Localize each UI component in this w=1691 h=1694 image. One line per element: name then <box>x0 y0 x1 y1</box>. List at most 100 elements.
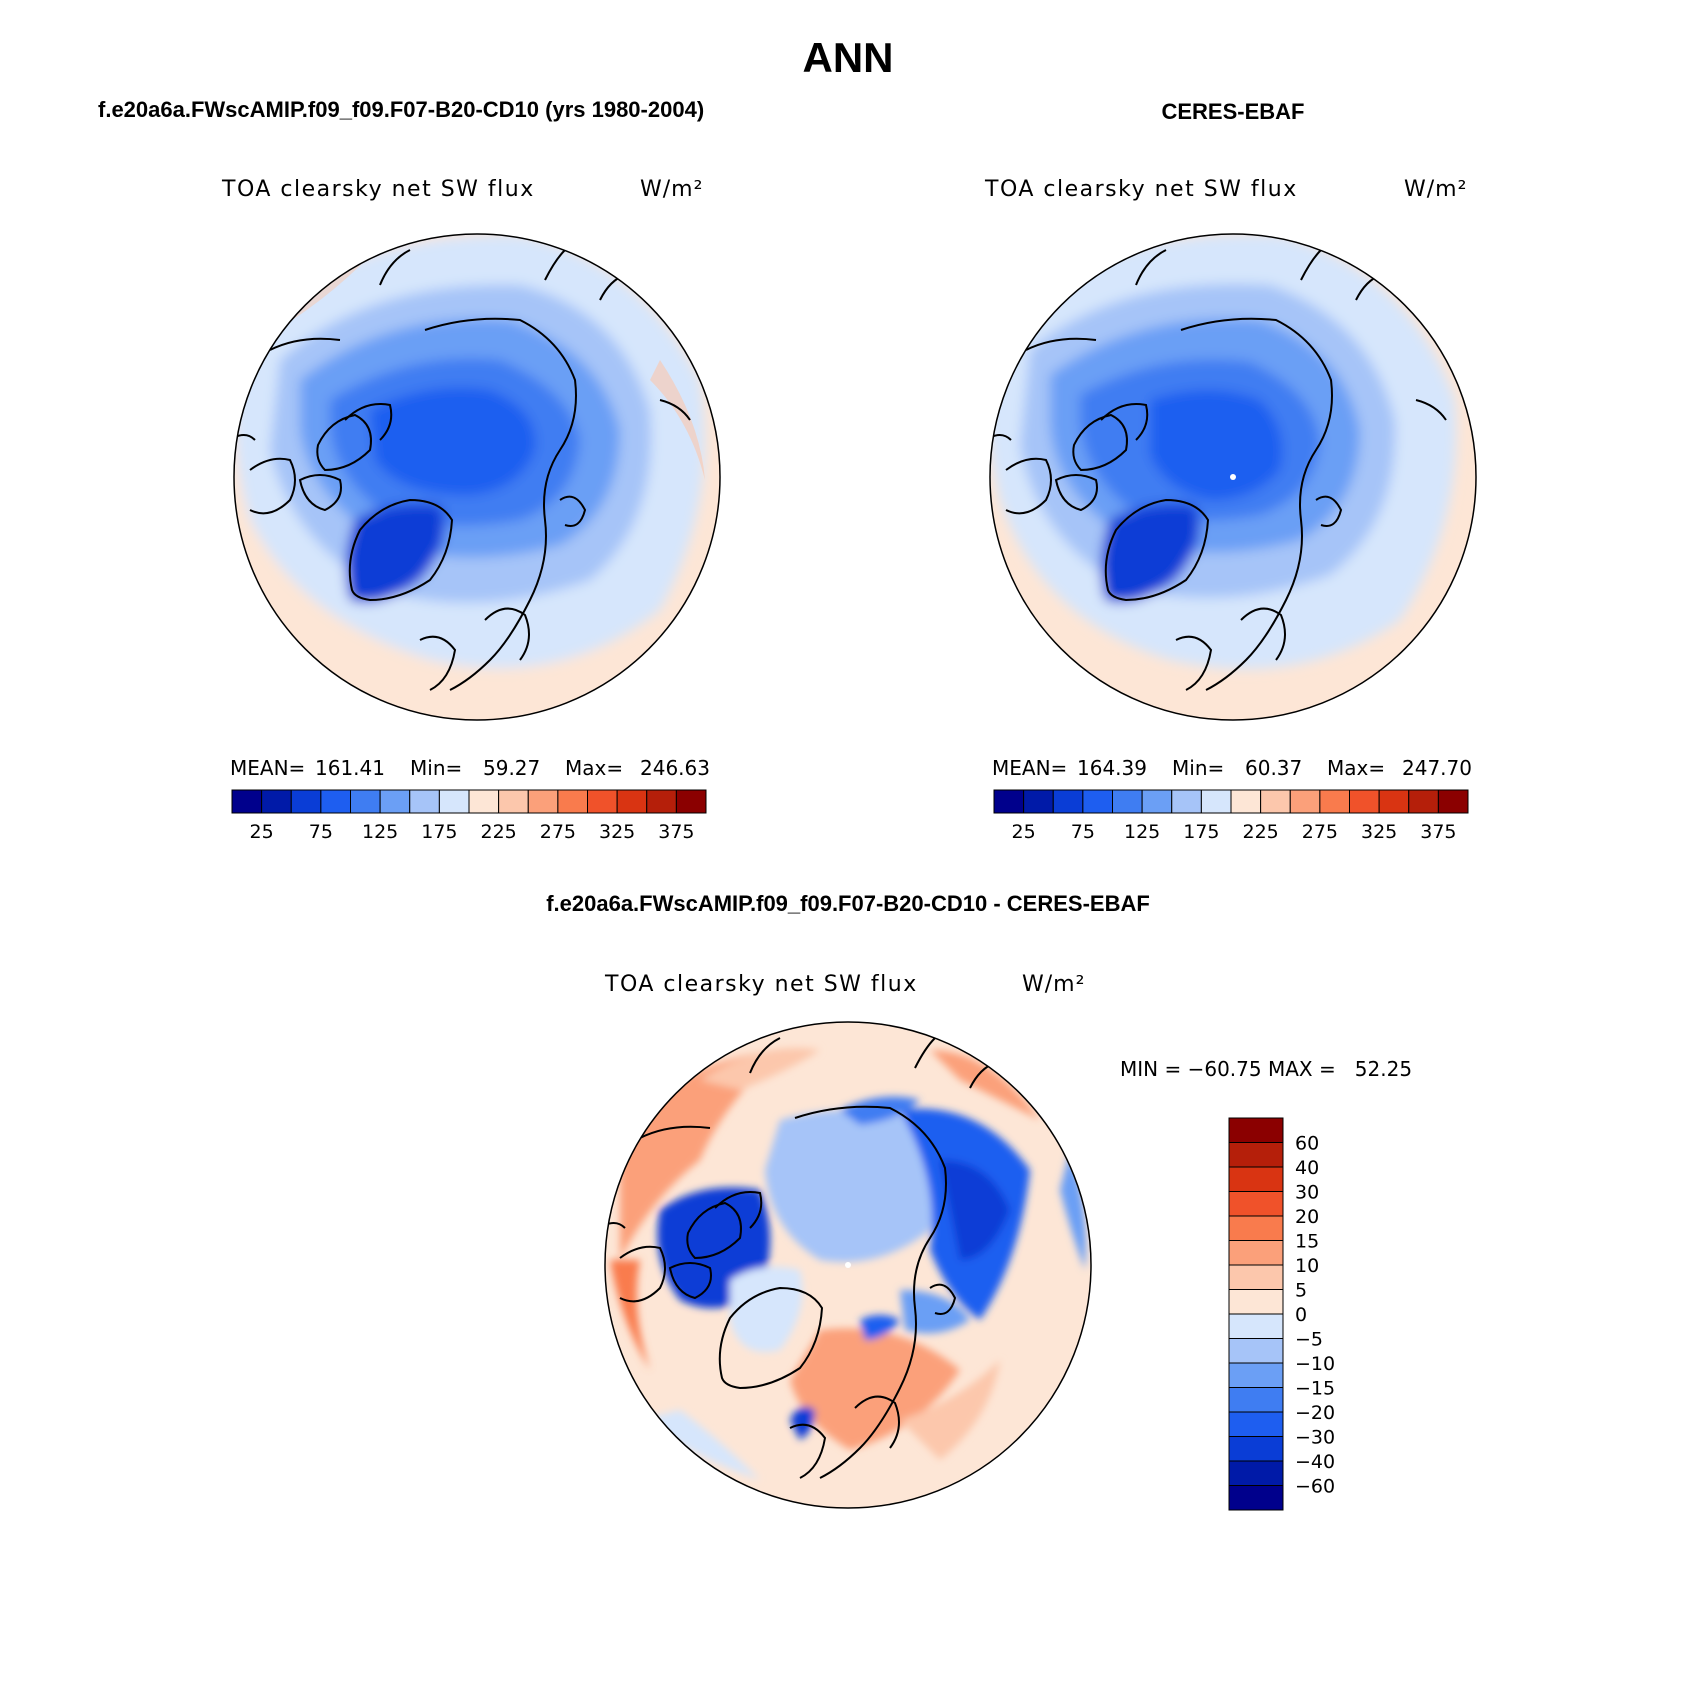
colorbar-swatch <box>1052 789 1084 814</box>
stat-max-value: 247.70 <box>1402 756 1472 780</box>
colorbar-swatch <box>616 789 648 814</box>
colorbar-tick-label: −20 <box>1295 1402 1335 1424</box>
colorbar-swatch <box>1228 1338 1284 1364</box>
coastlines-obs <box>990 249 1447 691</box>
colorbar-tick-label: 5 <box>1295 1280 1307 1302</box>
colorbar-swatch <box>1228 1289 1284 1315</box>
colorbar-tick-label: 75 <box>309 821 333 843</box>
colorbar-swatch <box>675 789 707 814</box>
colorbar-swatch <box>1228 1117 1284 1143</box>
colorbar-swatch <box>261 789 292 814</box>
colorbar-swatch <box>1408 789 1439 814</box>
colorbar-swatch <box>498 789 529 814</box>
colorbar-swatch <box>1112 789 1143 814</box>
panel-obs-variable: TOA clearsky net SW flux <box>984 177 1298 202</box>
colorbar-swatch <box>527 789 559 814</box>
colorbar-swatch <box>1171 789 1202 814</box>
colorbar-obs: 25 75 125 175 225 275 325 375 <box>993 789 1469 843</box>
colorbar-tick-label: 15 <box>1295 1231 1319 1253</box>
colorbar-tick-label: 75 <box>1071 821 1095 843</box>
stat-mean-value: 164.39 <box>1077 756 1147 780</box>
colorbar-tick-label: 325 <box>1361 821 1397 843</box>
polar-map-diff <box>605 1022 1091 1508</box>
colorbar-swatch <box>1228 1387 1284 1413</box>
colorbar-swatch <box>1228 1362 1284 1388</box>
colorbar-swatch <box>409 789 440 814</box>
stat-max-value: 246.63 <box>640 756 710 780</box>
colorbar-tick-label: −40 <box>1295 1451 1335 1473</box>
colorbar-tick-label: −60 <box>1295 1476 1335 1498</box>
colorbar-swatch <box>557 789 588 814</box>
colorbar-tick-label: 375 <box>1420 821 1456 843</box>
colorbar-swatch <box>646 789 677 814</box>
colorbar-swatch <box>1230 789 1262 814</box>
colorbar-swatch <box>468 789 500 814</box>
panel-model-case-title: f.e20a6a.FWscAMIP.f09_f09.F07-B20-CD10 (… <box>98 97 704 122</box>
colorbar-swatch <box>1228 1142 1284 1168</box>
colorbar-tick-label: 60 <box>1295 1133 1319 1155</box>
stat-max-label: Max= <box>565 756 623 780</box>
panel-model: f.e20a6a.FWscAMIP.f09_f09.F07-B20-CD10 (… <box>98 97 721 843</box>
colorbar-tick-label: 125 <box>1124 821 1160 843</box>
colorbar-tick-label: 25 <box>250 821 274 843</box>
colorbar-tick-label: −5 <box>1295 1329 1323 1351</box>
colorbar-swatch <box>1289 789 1321 814</box>
colorbar-swatch <box>1141 789 1173 814</box>
colorbar-swatch <box>1228 1166 1284 1192</box>
panel-diff-case-title: f.e20a6a.FWscAMIP.f09_f09.F07-B20-CD10 -… <box>546 891 1150 916</box>
colorbar-swatch <box>993 789 1025 814</box>
colorbar-tick-label: −10 <box>1295 1353 1335 1375</box>
stat-min-label: Min= <box>1172 756 1224 780</box>
colorbar-tick-label: 30 <box>1295 1182 1319 1204</box>
colorbar-tick-label: 40 <box>1295 1157 1319 1179</box>
colorbar-swatch <box>290 789 322 814</box>
colorbar-swatch <box>350 789 381 814</box>
panel-model-units: W/m² <box>640 177 703 202</box>
polar-map-obs <box>990 234 1476 720</box>
colorbar-tick-label: 10 <box>1295 1255 1319 1277</box>
polar-map-model <box>234 234 720 720</box>
stat-min-label: Min= <box>410 756 462 780</box>
panel-diff-units: W/m² <box>1022 972 1085 997</box>
colorbar-swatch <box>379 789 411 814</box>
colorbar-swatch <box>1378 789 1410 814</box>
stat-mean-value: 161.41 <box>315 756 385 780</box>
colorbar-swatch <box>1228 1264 1284 1290</box>
colorbar-swatch <box>1228 1485 1284 1511</box>
stat-mean-label: MEAN= <box>230 756 305 780</box>
panel-obs-units: W/m² <box>1404 177 1467 202</box>
colorbar-swatch <box>320 789 351 814</box>
colorbar-tick-label: 275 <box>540 821 576 843</box>
colorbar-model: 25 75 125 175 225 275 325 375 <box>231 789 707 843</box>
colorbar-swatch <box>1200 789 1232 814</box>
panel-diff-variable: TOA clearsky net SW flux <box>604 972 918 997</box>
stat-max-label: Max= <box>1327 756 1385 780</box>
panel-model-stats: MEAN= 161.41 Min= 59.27 Max= 246.63 <box>230 756 710 780</box>
colorbar-tick-label: 375 <box>658 821 694 843</box>
colorbar-swatch <box>1260 789 1291 814</box>
colorbar-tick-label: 175 <box>1183 821 1219 843</box>
coastlines-model <box>234 249 691 691</box>
panel-obs-stats: MEAN= 164.39 Min= 60.37 Max= 247.70 <box>992 756 1472 780</box>
colorbar-tick-label: 25 <box>1012 821 1036 843</box>
panel-obs-case-title: CERES-EBAF <box>1161 99 1304 124</box>
panel-diff-minmax: MIN = −60.75 MAX = 52.25 <box>1120 1057 1412 1081</box>
colorbar-swatch <box>1228 1436 1284 1462</box>
colorbar-tick-label: −30 <box>1295 1427 1335 1449</box>
colorbar-tick-label: 0 <box>1295 1304 1307 1326</box>
colorbar-swatch <box>1023 789 1054 814</box>
colorbar-swatch <box>1349 789 1380 814</box>
colorbar-swatch <box>1228 1215 1284 1241</box>
colorbar-swatch <box>1082 789 1113 814</box>
colorbar-swatch <box>1228 1240 1284 1266</box>
colorbar-tick-label: 275 <box>1302 821 1338 843</box>
panel-obs: CERES-EBAF TOA clearsky net SW flux W/m² <box>984 99 1477 843</box>
page-title: ANN <box>803 34 894 81</box>
colorbar-swatch <box>1228 1313 1284 1339</box>
stat-min-value: 60.37 <box>1245 756 1302 780</box>
colorbar-swatch <box>1319 789 1350 814</box>
panel-model-variable: TOA clearsky net SW flux <box>221 177 535 202</box>
colorbar-tick-label: −15 <box>1295 1378 1335 1400</box>
